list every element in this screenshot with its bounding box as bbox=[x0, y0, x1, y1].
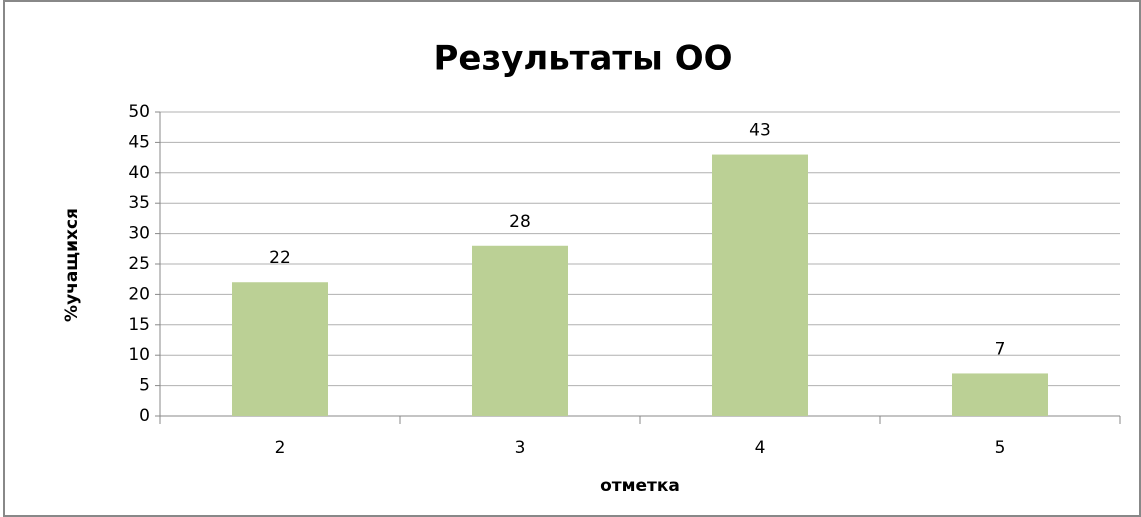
bar bbox=[472, 245, 568, 416]
y-tick-label: 10 bbox=[128, 345, 150, 365]
y-tick-label: 0 bbox=[139, 406, 150, 426]
data-label: 43 bbox=[749, 121, 771, 141]
data-label: 28 bbox=[509, 212, 531, 232]
y-tick-label: 45 bbox=[128, 132, 150, 152]
y-tick-label: 20 bbox=[128, 284, 150, 304]
x-tick-label: 2 bbox=[275, 438, 286, 458]
y-tick-label: 15 bbox=[128, 315, 150, 335]
x-tick-label: 4 bbox=[755, 438, 766, 458]
data-label: 7 bbox=[995, 339, 1006, 359]
bar bbox=[952, 373, 1048, 416]
y-tick-label: 50 bbox=[128, 102, 150, 122]
y-axis-label: %учащихся bbox=[62, 208, 82, 322]
bar bbox=[712, 154, 808, 416]
data-label: 22 bbox=[269, 248, 291, 268]
x-tick-label: 3 bbox=[515, 438, 526, 458]
x-axis-label: отметка bbox=[600, 476, 680, 496]
y-tick-label: 5 bbox=[139, 376, 150, 396]
y-tick-label: 25 bbox=[128, 254, 150, 274]
x-tick-label: 5 bbox=[995, 438, 1006, 458]
chart-title: Результаты ОО bbox=[433, 39, 732, 79]
y-tick-label: 30 bbox=[128, 224, 150, 244]
bar bbox=[232, 282, 328, 416]
y-tick-label: 35 bbox=[128, 193, 150, 213]
chart-frame bbox=[3, 0, 1141, 517]
y-tick-label: 40 bbox=[128, 163, 150, 183]
